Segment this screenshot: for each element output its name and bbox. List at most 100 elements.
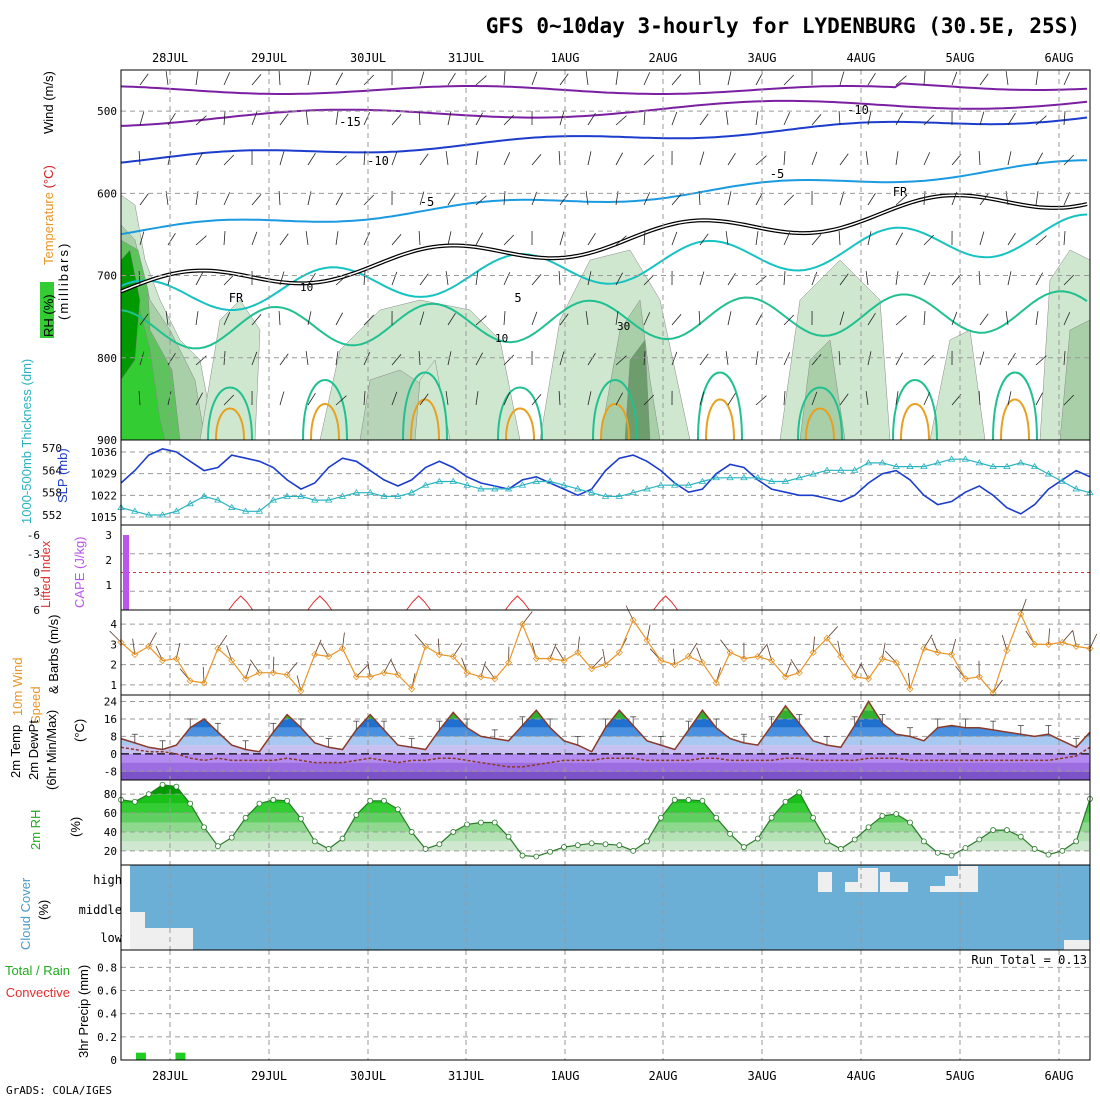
wind-barb — [1035, 311, 1039, 326]
wind-barb — [671, 231, 678, 246]
wind10-point — [892, 659, 900, 667]
side-labels: RH (%) Temperature (°C) Wind (m/s) (mill… — [5, 71, 91, 1058]
rh2m-point — [464, 821, 470, 828]
isotherm-label: -15 — [339, 115, 361, 129]
rh2m-point — [394, 806, 401, 813]
wind-barb — [727, 191, 732, 206]
thickness-point — [200, 492, 208, 499]
wind-barb — [558, 151, 561, 166]
wind-barb — [223, 154, 235, 166]
wind10-point — [491, 675, 499, 683]
wind-barb — [445, 391, 449, 406]
wind10-point — [214, 644, 222, 653]
wind10-point — [961, 675, 969, 683]
precip-panel: Run Total = 0.13 0.8 0.6 0.4 0.2 0 — [97, 949, 1091, 1067]
wind-barb — [1035, 191, 1039, 206]
wind-barb — [418, 111, 421, 126]
rh2m-point — [173, 783, 180, 790]
wind-barb — [419, 191, 425, 206]
rh2m-point — [228, 834, 235, 841]
rh2m-axis-label: 2m RH — [28, 810, 43, 850]
slp-axis-label: SLP (mb) — [55, 448, 70, 503]
wind-barb — [951, 311, 958, 326]
wind-barb — [671, 74, 682, 86]
wind-barb — [559, 193, 569, 206]
wind-barb — [699, 391, 705, 406]
y-tick-label: 80 — [104, 788, 117, 801]
top-date-label: 2AUG — [649, 51, 678, 65]
wind-barb — [335, 231, 339, 246]
rh2m-point — [325, 846, 332, 852]
wind-barb — [167, 271, 172, 286]
rh2m-point — [311, 838, 318, 845]
wind10-point — [864, 675, 873, 683]
wind-barb — [223, 231, 226, 246]
thickness-point — [850, 466, 859, 473]
top-date-label: 1AUG — [551, 51, 580, 65]
wind-barb — [755, 275, 767, 286]
wind-barb — [838, 351, 841, 366]
wind-barb — [811, 354, 822, 366]
y-tick-label: 40 — [104, 826, 117, 839]
wind-barb — [251, 111, 258, 126]
top-date-axis: 28JUL 29JUL 30JUL 31JUL 1AUG 2AUG 3AUG 4AUG 5AUG… — [152, 51, 1074, 65]
wind-barb — [643, 394, 655, 406]
wind10-barb — [826, 626, 838, 639]
wind-barb — [587, 112, 596, 126]
thickness-point — [297, 492, 305, 499]
wind10-point — [1031, 640, 1039, 648]
isotherm-minus15 — [120, 99, 1088, 127]
wind-barb — [755, 351, 759, 366]
wind-barb — [1007, 271, 1012, 286]
wind10-point — [768, 657, 776, 665]
wind10-point — [684, 652, 693, 661]
wind-barb — [615, 152, 623, 166]
temp-color-band — [121, 701, 1090, 711]
warm-contour-outer — [797, 386, 843, 441]
wind-barb — [979, 351, 985, 366]
wind10-barb — [249, 659, 260, 673]
wind10-barb — [109, 630, 122, 643]
wind-barb — [979, 73, 989, 86]
wind10-point — [269, 669, 277, 677]
temp-color-band — [121, 701, 1090, 702]
y-tick-label: 570 — [42, 442, 62, 455]
temperature-word: Temperature — [41, 188, 56, 265]
wind-barb — [923, 152, 931, 166]
wind-barb — [1035, 355, 1047, 366]
top-date-label: 31JUL — [448, 51, 484, 65]
y-tick-label: -3 — [27, 548, 40, 561]
thickness-point — [449, 477, 457, 484]
cloud-axis-label: Cloud Cover — [18, 877, 33, 950]
isotherm-5 — [120, 290, 1088, 350]
wind-barb — [1063, 312, 1071, 326]
wind-barb — [165, 71, 169, 86]
thickness-point — [671, 481, 679, 488]
wind-barb — [223, 394, 235, 406]
rh2m-point — [561, 844, 567, 850]
wind-barb — [1063, 274, 1075, 286]
rh2m-point — [533, 853, 540, 860]
wind-barb — [445, 271, 449, 286]
precip-bar — [175, 1052, 186, 1060]
wind-barb — [895, 195, 907, 206]
isotherm-label: FR — [229, 291, 244, 305]
wind-barb — [363, 271, 366, 286]
thickness-point — [518, 481, 527, 488]
lifted-index-line — [406, 595, 431, 611]
run-total-label: Run Total = 0.13 — [971, 953, 1087, 967]
wind-barb — [951, 191, 958, 206]
wind-barb — [951, 154, 962, 166]
wind-barb — [503, 311, 506, 326]
wind-barb — [305, 231, 309, 246]
y-tick-label: 2 — [110, 659, 117, 672]
y-tick-label: 3 — [33, 585, 40, 598]
cloud-level-label: high — [93, 873, 122, 887]
wind10-point — [560, 657, 568, 665]
temp-color-band — [121, 771, 1090, 780]
wind-barb — [923, 114, 935, 126]
wind-barb — [979, 231, 985, 246]
rh2m-point — [685, 796, 692, 803]
wind-barb — [503, 392, 511, 406]
